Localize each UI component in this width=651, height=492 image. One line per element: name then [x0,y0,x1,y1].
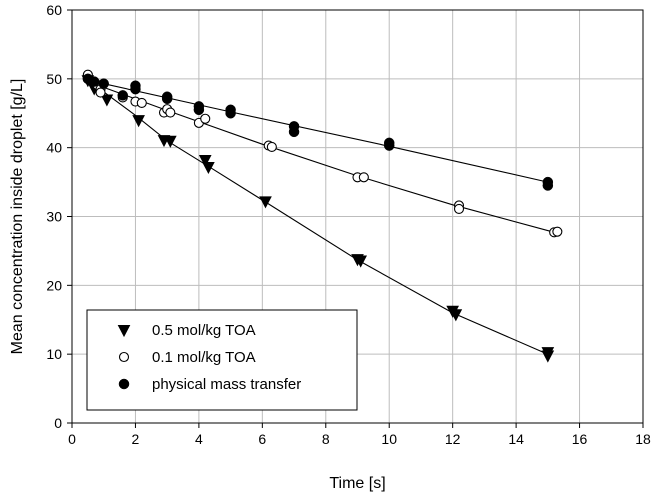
y-tick-label: 10 [46,346,62,362]
fit-line-series-1 [87,81,555,233]
y-tick-label: 20 [46,277,62,293]
legend-label: 0.5 mol/kg TOA [152,322,256,339]
y-tick-label: 40 [46,140,62,156]
x-tick-label: 18 [635,431,651,447]
data-point-series-1 [165,107,176,118]
x-tick-label: 4 [195,431,203,447]
data-point-series-2 [542,180,554,191]
y-tick-label: 30 [46,209,62,225]
data-point-series-2 [225,108,236,119]
x-tick-label: 10 [381,431,397,447]
x-tick-label: 8 [322,431,330,447]
data-point-series-0 [449,309,463,322]
data-point-series-0 [100,94,114,107]
y-tick-label: 0 [54,415,62,431]
data-point-series-1 [95,87,106,98]
y-tick-label: 50 [46,71,62,87]
legend-marker-series-1 [118,351,130,363]
y-axis-label: Mean concentration inside droplet [g/L] [9,79,26,355]
data-point-series-0 [132,115,145,128]
data-point-series-0 [198,155,212,168]
data-point-series-2 [161,93,173,105]
data-point-series-2 [98,78,109,89]
legend-marker-series-0 [117,325,131,338]
data-point-series-1 [266,141,277,153]
data-point-series-0 [202,161,215,175]
x-axis-label: Time [s] [329,475,385,492]
legend-box [86,309,358,411]
data-point-series-1 [136,97,147,108]
legend: 0.5 mol/kg TOA 0.1 mol/kg TOA physical mas… [86,309,358,411]
data-point-series-2 [383,140,395,151]
data-point-series-2 [88,76,100,87]
fit-line-series-2 [87,79,548,183]
data-point-series-0 [259,196,272,209]
x-tick-label: 2 [132,431,140,447]
axis-ticks: 0 2 4 6 8 10 12 14 16 18 0 10 20 30 40 50 60 [46,2,651,447]
data-point-series-0 [541,350,555,363]
legend-marker-series-2 [118,378,130,390]
y-tick-label: 60 [46,2,62,18]
x-tick-label: 6 [258,431,266,447]
legend-label: 0.1 mol/kg TOA [152,349,256,366]
legend-label: physical mass transfer [152,376,301,393]
data-point-series-2 [130,83,141,95]
data-point-series-2 [117,90,129,101]
x-tick-label: 12 [445,431,461,447]
data-point-series-0 [354,255,367,268]
data-point-series-1 [200,113,211,124]
data-point-series-1 [552,226,563,237]
data-point-series-2 [288,126,300,138]
data-point-series-1 [453,203,465,214]
x-tick-label: 16 [572,431,588,447]
x-tick-label: 0 [68,431,76,447]
data-point-series-1 [358,172,369,183]
data-point-series-0 [164,135,177,148]
x-tick-label: 14 [508,431,524,447]
data-markers [81,69,563,363]
data-point-series-2 [193,104,205,116]
